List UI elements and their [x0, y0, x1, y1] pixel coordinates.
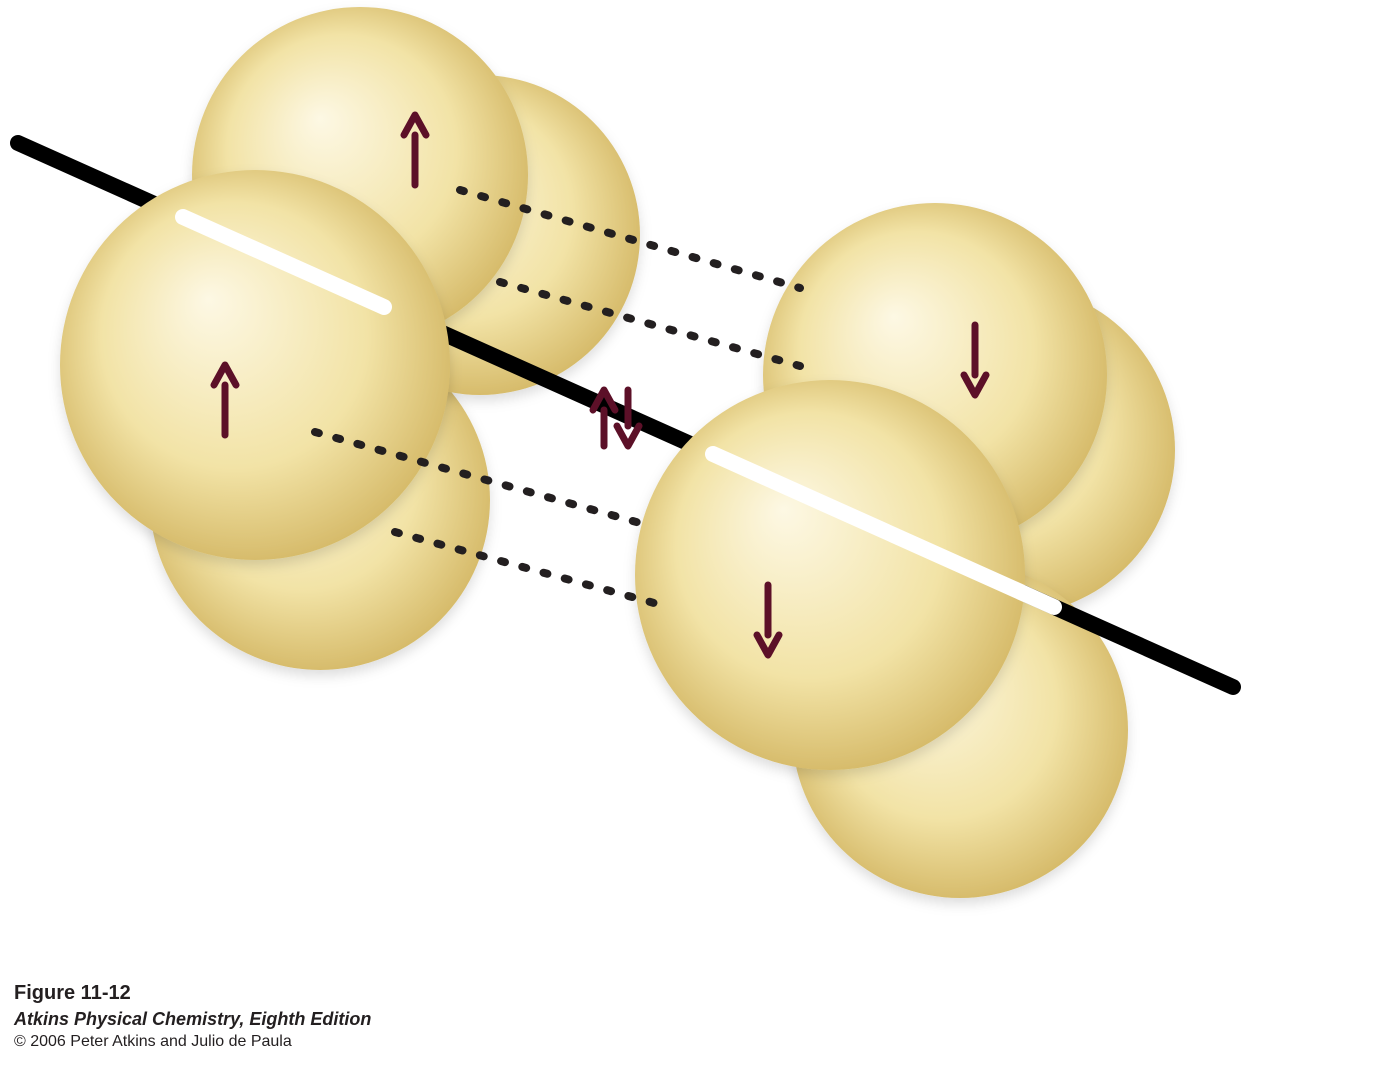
orbital-diagram — [0, 0, 1400, 1067]
book-title: Atkins Physical Chemistry, Eighth Editio… — [14, 1007, 371, 1031]
figure-number: Figure 11-12 — [14, 980, 371, 1007]
orbital-left-front — [60, 170, 450, 560]
figure-caption: Figure 11-12 Atkins Physical Chemistry, … — [14, 980, 371, 1053]
copyright-line: © 2006 Peter Atkins and Julio de Paula — [14, 1031, 371, 1053]
